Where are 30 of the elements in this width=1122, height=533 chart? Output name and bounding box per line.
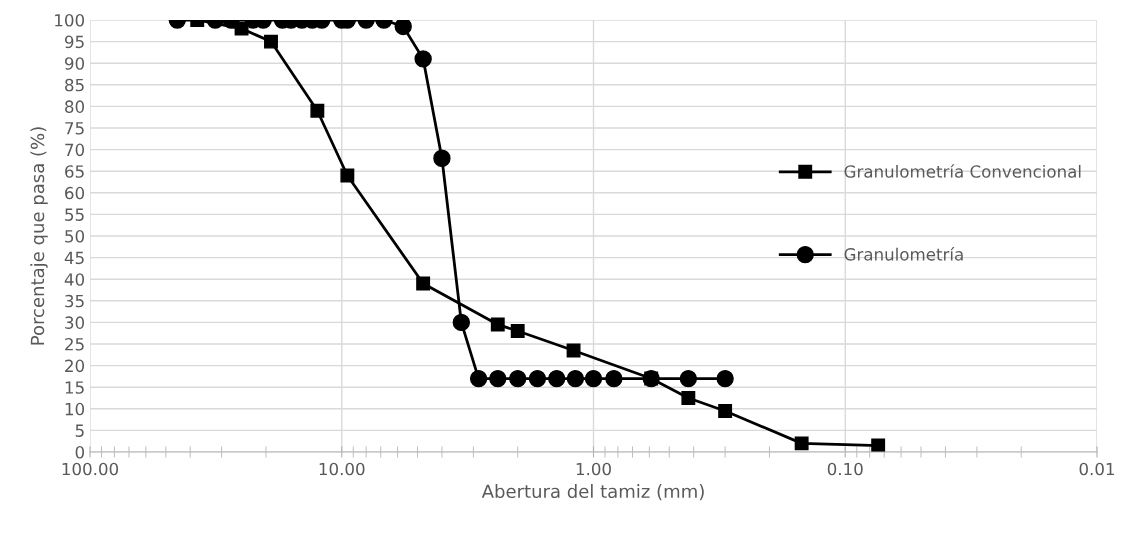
y-tick-label: 55 bbox=[65, 208, 84, 221]
x-tick-label: 1.00 bbox=[576, 462, 611, 476]
y-tick-label: 45 bbox=[64, 251, 84, 265]
x-tick-label: 0.10 bbox=[827, 462, 863, 476]
y-tick-label: 65 bbox=[65, 165, 84, 178]
y-tick-label: 75 bbox=[65, 122, 84, 135]
y-tick-label: 85 bbox=[65, 78, 84, 92]
y-tick-label: 95 bbox=[64, 35, 84, 49]
y-tick-label: 80 bbox=[65, 100, 85, 113]
y-tick-label: 5 bbox=[75, 424, 84, 437]
y-tick-label: 25 bbox=[65, 337, 84, 351]
x-tick-label: 100.00 bbox=[62, 462, 119, 476]
y-tick-label: 15 bbox=[65, 381, 84, 394]
legend-label: Granulometría bbox=[844, 247, 963, 261]
y-tick-label: 0 bbox=[75, 445, 85, 459]
x-axis-title: Abertura del tamiz (mm) bbox=[481, 484, 704, 501]
y-tick-label: 30 bbox=[65, 316, 85, 329]
x-tick-label: 10.00 bbox=[319, 462, 365, 476]
y-tick-label: 10 bbox=[65, 402, 85, 416]
y-tick-label: 70 bbox=[65, 143, 85, 157]
y-tick-label: 50 bbox=[65, 229, 85, 243]
y-tick-label: 90 bbox=[64, 57, 85, 70]
x-tick-label: 0.01 bbox=[1079, 462, 1115, 476]
y-tick-label: 35 bbox=[65, 294, 84, 308]
y-tick-label: 100 bbox=[55, 13, 85, 27]
legend-label: Granulometría Convencional bbox=[844, 164, 1081, 178]
y-axis-title: Porcentaje que pasa (%) bbox=[30, 127, 48, 345]
y-tick-label: 20 bbox=[65, 359, 85, 373]
y-tick-label: 40 bbox=[64, 273, 85, 286]
y-tick-label: 60 bbox=[65, 186, 85, 200]
